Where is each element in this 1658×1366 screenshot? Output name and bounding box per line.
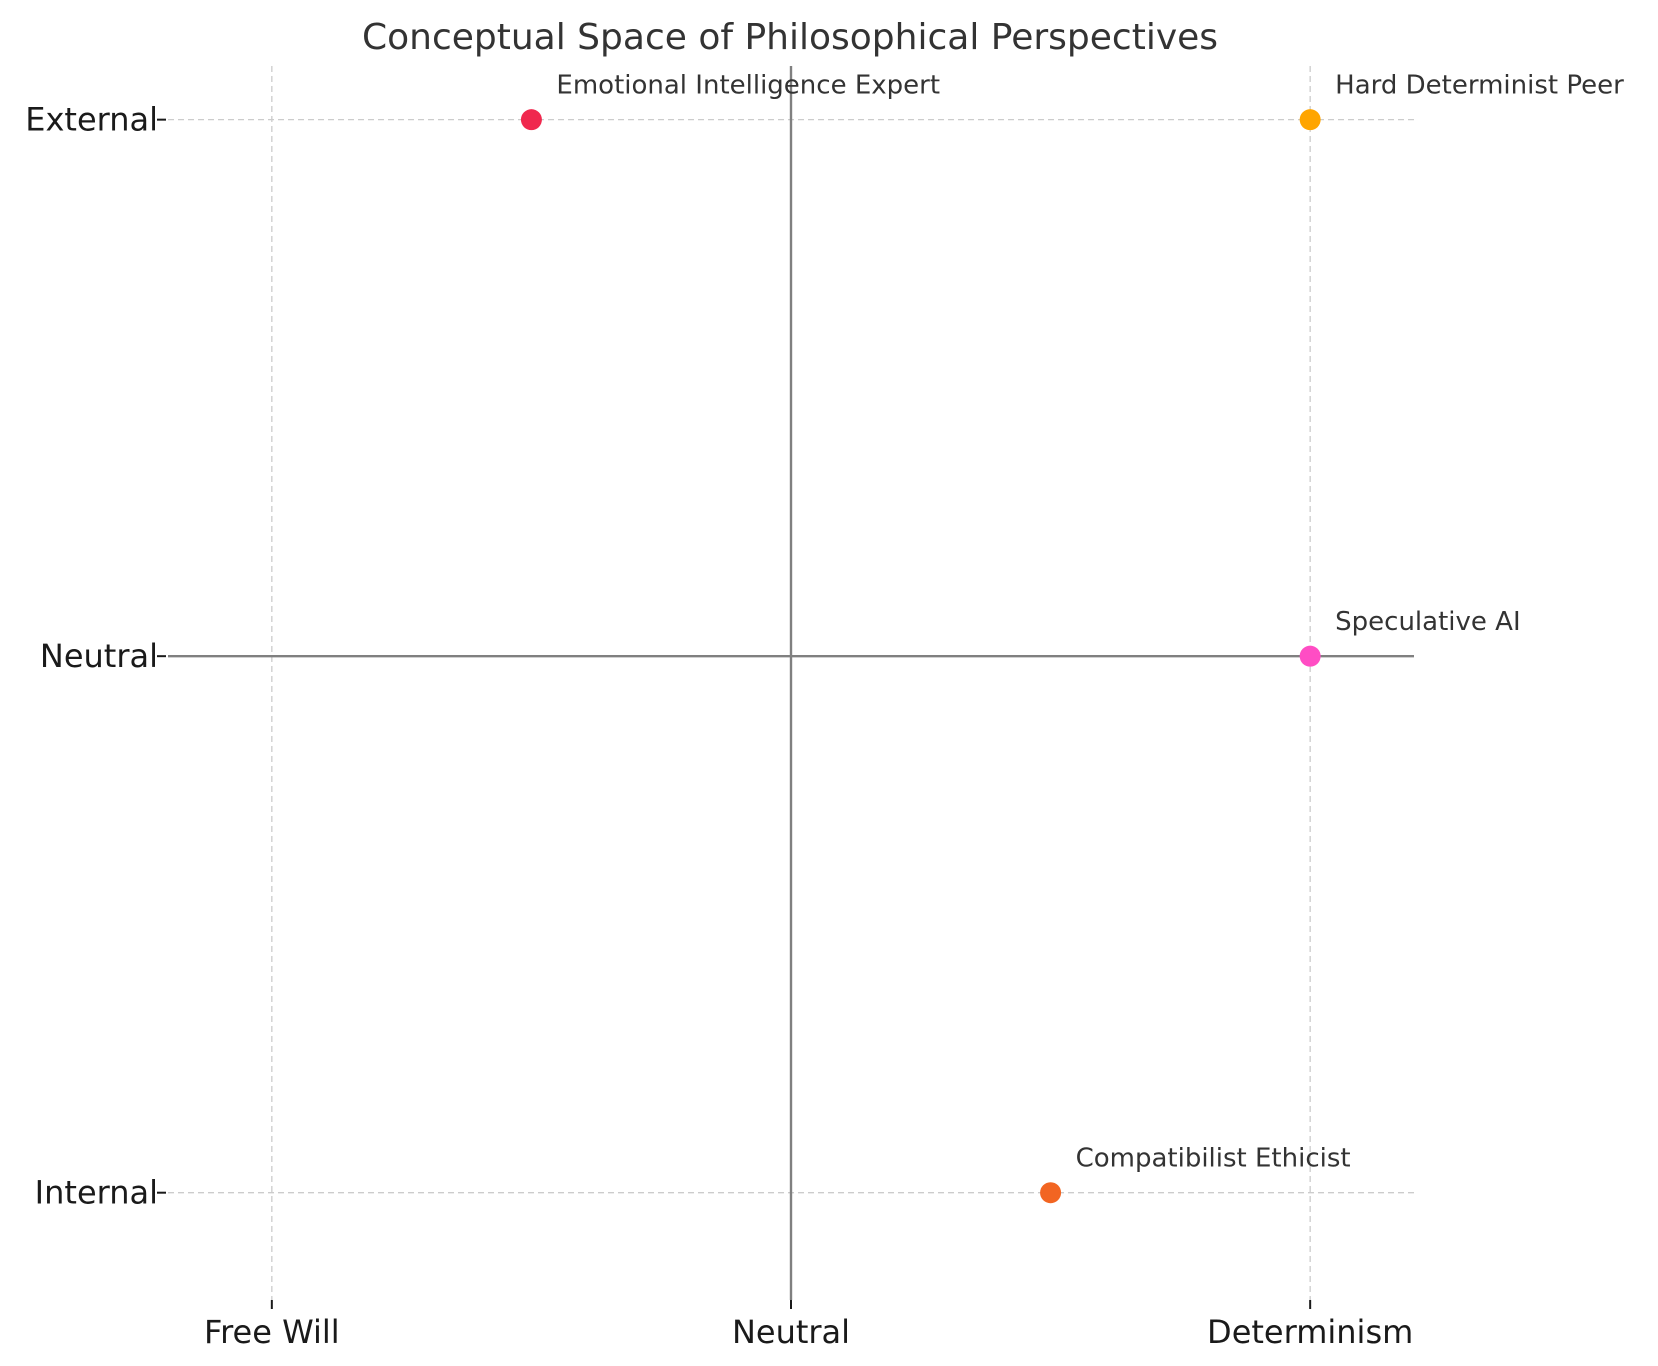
data-point-1 [1299,109,1321,131]
data-point-0 [520,109,542,131]
point-layer: Emotional Intelligence Expert Hard Determ… [520,71,1624,1204]
y-tick-label-0: Internal [35,1174,158,1212]
tick-layer: Free Will Neutral Determinism Internal Neutr… [25,101,1413,1351]
data-point-2 [1299,645,1321,667]
y-tick-label-1: Neutral [40,637,158,675]
x-tick-label-2: Determinism [1207,1313,1413,1351]
chart-title: Conceptual Space of Philosophical Perspe… [362,17,1218,58]
y-tick-label-2: External [25,101,158,139]
data-point-label-0: Emotional Intelligence Expert [556,71,940,101]
x-tick-label-0: Free Will [204,1313,340,1351]
data-point-label-3: Compatibilist Ethicist [1076,1144,1351,1174]
data-point-3 [1040,1182,1062,1204]
data-point-label-1: Hard Determinist Peer [1335,71,1624,101]
x-tick-label-1: Neutral [732,1313,850,1351]
data-point-label-2: Speculative AI [1335,607,1520,637]
reference-lines [168,66,1414,1300]
